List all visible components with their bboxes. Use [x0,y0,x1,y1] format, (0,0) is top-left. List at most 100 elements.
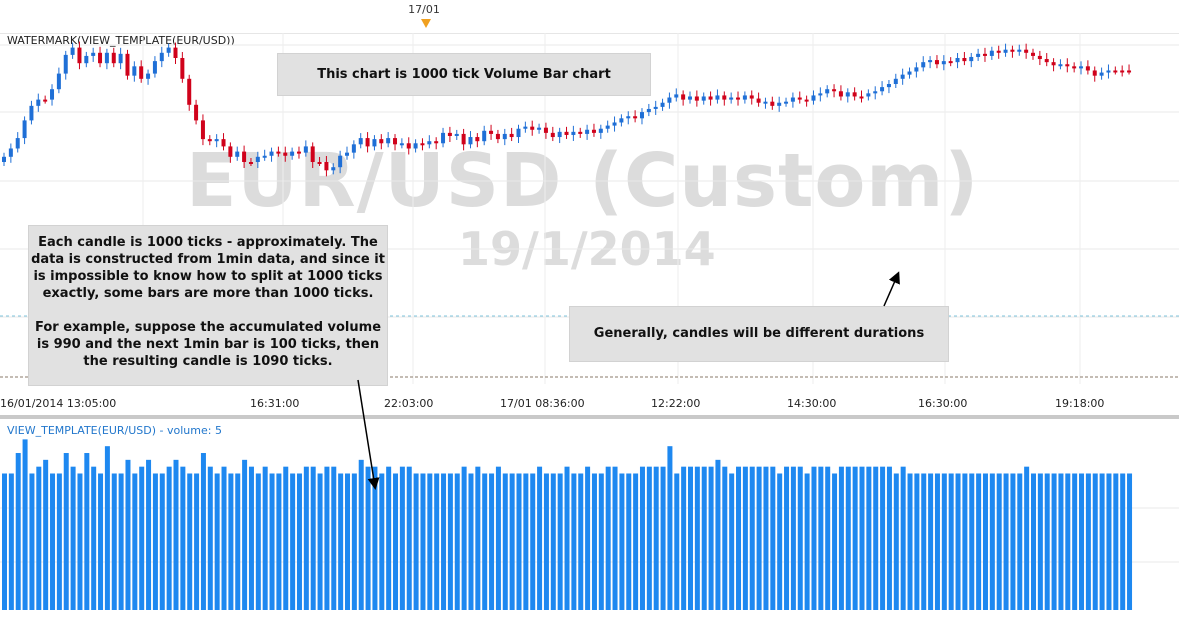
volume-bar [379,473,385,610]
volume-bar [1051,473,1057,610]
arrow-to-volume-bar [357,379,380,490]
volume-bar [1031,473,1036,610]
candle-body [948,61,953,64]
volume-bar [1106,473,1112,610]
candle-body [159,52,164,62]
candle-body [825,89,830,94]
volume-bar [194,473,200,610]
time-axis-tick-label: 16:31:00 [250,397,300,410]
candle-body [310,146,315,162]
candle-body [29,105,34,121]
date-marker-icon[interactable] [421,19,431,28]
candle-body [255,156,260,162]
candle-body [1113,70,1118,73]
candle-body [907,71,912,75]
volume-bar [516,473,522,610]
chart-type-annotation: This chart is 1000 tick Volume Bar chart [277,53,651,96]
volume-bar [523,473,529,610]
candle-body [1099,72,1104,76]
volume-bar [173,459,179,610]
volume-bar [784,466,790,610]
candle-body [639,112,644,119]
candle-body [420,143,425,146]
candle-body [413,143,418,149]
candle-body [1051,62,1056,66]
candle-body [139,66,144,79]
panel-separator[interactable] [0,415,1179,419]
candle-body [509,133,514,138]
candle-body [982,53,987,56]
volume-bar [742,466,748,610]
tick-construction-annotation: Each candle is 1000 ticks - approximatel… [28,225,388,386]
candle-body [708,96,713,100]
volume-bar [269,473,275,610]
candle-body [770,101,775,106]
candle-body [543,127,548,133]
volume-bar [639,466,645,610]
candle-body [502,133,507,140]
time-axis-tick-label: 19:18:00 [1055,397,1105,410]
chart-type-annotation-text: This chart is 1000 tick Volume Bar chart [317,67,611,82]
volume-bar [914,473,920,610]
candle-body [688,96,692,100]
volume-bar [50,473,56,610]
volume-bar [667,446,673,610]
candle-body [914,67,919,72]
candle-body [921,62,926,68]
volume-bar [324,466,330,610]
candle-body [358,138,363,145]
volume-bar [722,466,728,610]
candle-body [1072,66,1077,69]
volume-bar [893,473,899,610]
volume-bar [873,466,879,610]
volume-bar [338,473,344,610]
volume-bar [598,473,604,610]
time-axis-tick-label: 12:22:00 [651,397,701,410]
volume-bar [420,473,426,610]
candle-body [736,97,741,100]
candle-body [989,50,994,56]
candle-body [530,126,535,130]
volume-bar [578,473,584,610]
candle-body [797,97,802,100]
volume-bar [489,473,495,610]
volume-bar [681,466,687,610]
candle-body [749,95,754,99]
volume-bar [290,473,296,610]
volume-bar [996,473,1002,610]
candle-body [591,129,596,133]
time-axis-tick-label: 14:30:00 [787,397,837,410]
volume-bar [708,466,714,610]
volume-bar [777,473,783,610]
candle-body [214,139,219,142]
volume-bar [248,466,254,610]
candle-body [221,139,226,147]
candle-body [173,47,178,58]
durations-annotation-text: Generally, candles will be different dur… [593,326,925,341]
volume-bar [495,466,501,610]
candle-body [296,151,301,154]
volume-bar [255,473,261,610]
volume-bar [928,473,934,610]
candle-body [578,131,583,134]
volume-bar [331,466,337,610]
volume-bar [468,473,474,610]
candle-body [180,58,185,79]
candle-body [832,89,837,92]
volume-bar [832,473,838,610]
candle-body [715,95,720,100]
candle-body [859,96,864,99]
volume-bar [804,473,810,610]
volume-bar [242,459,248,610]
volume-bar [276,473,282,610]
candle-body [811,95,816,101]
candle-body [187,78,192,105]
volume-bar [715,459,721,610]
volume-bar [530,473,536,610]
volume-bar [303,466,309,610]
volume-bar [399,466,405,610]
volume-bar [921,473,927,610]
volume-bar [763,466,769,610]
candle-body [379,139,384,144]
volume-bar [537,466,543,610]
